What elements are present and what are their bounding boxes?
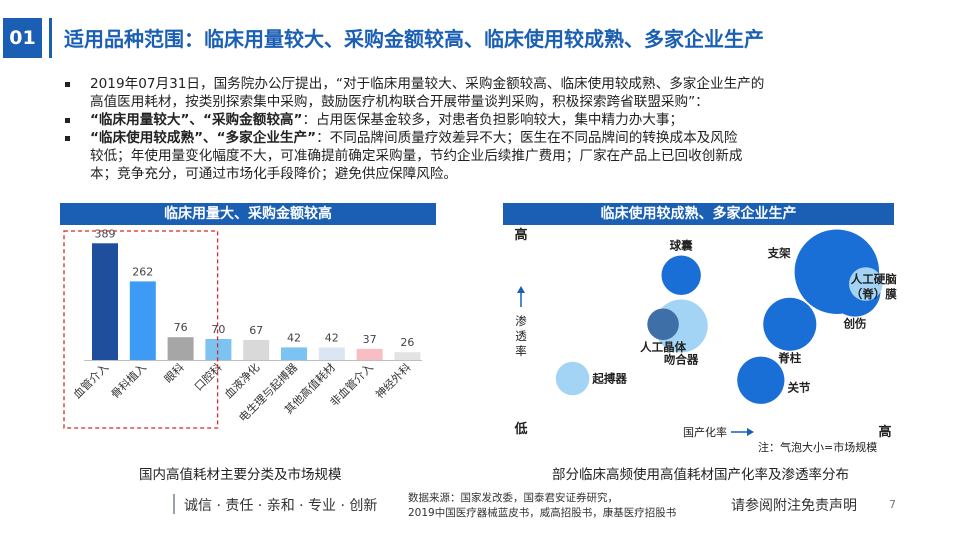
bar [92, 243, 118, 360]
bullet-2-bold: “临床用量较大”、“采购金额较高” [90, 112, 303, 128]
bubble [555, 361, 590, 396]
bar [318, 347, 345, 360]
category-label: 口腔科 [191, 360, 224, 393]
title-accent-bar [49, 18, 52, 58]
bullet-2-text: ：占用医保基金较多，对患者负担影响较大，集中精力办大事； [302, 112, 684, 128]
bubble-label: 球囊 [670, 239, 693, 253]
footer-source-line1: 数据来源：国家发改委，国泰君安证券研究， [408, 492, 618, 504]
bubble-label: 脊柱 [777, 351, 801, 365]
y-axis-label-char: 率 [515, 344, 527, 358]
bubble [763, 297, 817, 351]
bubble-label: 关节 [787, 380, 810, 394]
bubble-label: 人工硬脑（脊）膜 [851, 272, 897, 301]
bubble [661, 255, 701, 295]
bullet-dot [65, 82, 70, 87]
data-label: 42 [287, 331, 301, 344]
highlight-box [63, 230, 219, 429]
bubble [849, 267, 883, 301]
y-axis-label-char: 透 [515, 329, 527, 343]
y-axis-label-char: 渗 [515, 314, 527, 328]
bubble-label: 吻合器 [664, 353, 699, 367]
category-label: 骨科植入 [108, 360, 149, 401]
bullet-dot [65, 136, 70, 141]
bar [167, 337, 194, 360]
category-label: 神经外科 [373, 360, 414, 401]
bubble-label: 创伤 [842, 317, 866, 331]
bullet-3: “临床使用较成熟”、“多家企业生产”：不同品牌间质量疗效差异不大；医生在不同品牌… [64, 129, 904, 147]
bullet-1-line1: 2019年07月31日，国务院办公厅提出，“对于临床用量较大、采购金额较高、临床… [90, 76, 765, 92]
data-label: 70 [211, 323, 225, 336]
left-panel-header: 临床用量大、采购金额较高 [60, 203, 436, 225]
category-label: 血管介入 [70, 360, 111, 401]
y-axis-low-label: 低 [513, 421, 527, 437]
page-title: 适用品种范围：临床用量较大、采购金额较高、临床使用较成熟、多家企业生产 [64, 27, 764, 51]
bar [394, 352, 421, 360]
footer-source-line2: 2019中国医疗器械蓝皮书，威高招股书，康基医疗招股书 [408, 507, 677, 519]
bullet-1: 2019年07月31日，国务院办公厅提出，“对于临床用量较大、采购金额较高、临床… [64, 75, 904, 93]
bubble-label: 起搏器 [591, 372, 627, 386]
x-axis-arrow [731, 428, 754, 436]
bar [243, 339, 270, 360]
left-chart-caption: 国内高值耗材主要分类及市场规模 [139, 467, 342, 483]
y-axis-label: 渗透率 [515, 314, 527, 358]
bar [129, 281, 156, 360]
footer-disclaimer: 请参阅附注免责声明 [731, 498, 857, 514]
data-label: 76 [174, 321, 188, 334]
page-number: 7 [889, 498, 896, 511]
bullet-3-bold: “临床使用较成熟”、“多家企业生产” [90, 130, 317, 146]
bar [281, 347, 307, 360]
y-axis-high-label: 高 [514, 227, 527, 243]
right-panel-header: 临床使用较成熟、多家企业生产 [503, 203, 894, 225]
y-axis-arrow [517, 286, 525, 307]
bullet-3-line2: 较低；年使用量变化幅度不大，可准确提前确定采购量，节约企业后续推广费用；厂家在产… [90, 148, 743, 164]
bubble [737, 356, 785, 404]
x-axis-label: 国产化率 [683, 425, 727, 439]
data-label: 67 [249, 324, 263, 337]
bubble-label: 人工晶体 [640, 340, 686, 354]
bullet-3-text: ：不同品牌间质量疗效差异不大；医生在不同品牌间的转换成本及风险 [316, 130, 738, 146]
x-axis-high-label: 高 [878, 424, 891, 440]
data-label: 389 [95, 227, 116, 240]
bullet-3-line3: 本；竞争充分，可通过市场化手段降价；避免供应保障风险。 [90, 166, 458, 182]
bubble-size-note: 注：气泡大小=市场规模 [758, 440, 877, 454]
bubble [647, 308, 679, 341]
bubble-chart: 高 低 渗透率 国产化率 高 注：气泡大小=市场规模 球囊支架人工硬脑（脊）膜创… [513, 227, 897, 454]
bar [356, 348, 383, 360]
footer-motto: 诚信 · 责任 · 亲和 · 专业 · 创新 [184, 498, 378, 514]
bar-chart: 389血管介入262骨科植入76眼科70口腔科67血液净化42电生理与起搏器42… [63, 227, 423, 429]
bubble-label: 支架 [767, 246, 791, 260]
footer-divider [173, 494, 175, 514]
right-chart-caption: 部分临床高频使用高值耗材国产化率及渗透率分布 [552, 467, 849, 483]
category-label: 眼科 [161, 360, 186, 385]
data-label: 26 [400, 336, 414, 349]
bar [205, 339, 232, 360]
footer-source: 数据来源：国家发改委，国泰君安证券研究， 2019中国医疗器械蓝皮书，威高招股书… [408, 491, 676, 521]
bullet-2: “临床用量较大”、“采购金额较高”：占用医保基金较多，对患者负担影响较大，集中精… [64, 111, 904, 129]
bullet-dot [65, 118, 70, 123]
bullet-list: 2019年07月31日，国务院办公厅提出，“对于临床用量较大、采购金额较高、临床… [64, 75, 904, 183]
data-label: 262 [132, 265, 153, 278]
section-number: 01 [3, 18, 42, 58]
data-label: 37 [363, 333, 377, 346]
data-label: 42 [325, 331, 339, 344]
bullet-1-line2: 高值医用耗材，按类别探索集中采购，鼓励医疗机构联合开展带量谈判采购，积极探索跨省… [90, 94, 709, 110]
